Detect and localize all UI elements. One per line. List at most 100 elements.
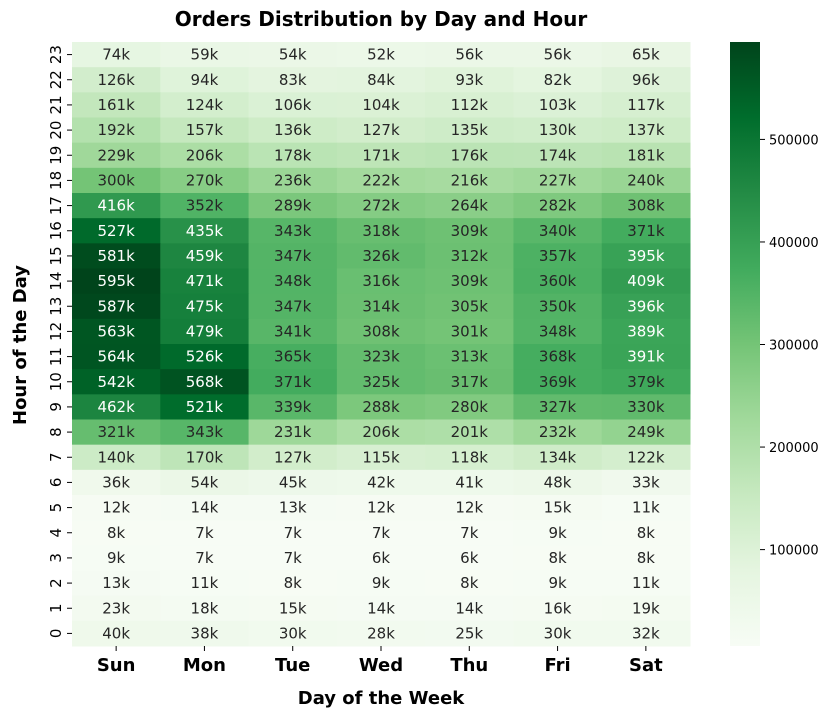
cell-value-label: 170k — [186, 448, 224, 466]
cell-value-label: 222k — [362, 171, 400, 189]
cell-value-label: 321k — [97, 423, 135, 441]
cell-value-label: 347k — [274, 247, 312, 265]
cell-value-label: 118k — [451, 448, 489, 466]
heatmap-cell — [513, 67, 603, 93]
cell-value-label: 115k — [362, 448, 400, 466]
cell-value-label: 9k — [548, 574, 567, 592]
heatmap-cell — [248, 595, 338, 622]
cell-value-label: 178k — [274, 146, 312, 164]
cell-value-label: 301k — [451, 322, 489, 340]
cell-value-label: 325k — [362, 373, 400, 391]
heatmap-cell — [160, 595, 250, 622]
heatmap-cell — [425, 193, 514, 219]
heatmap-cell — [425, 243, 514, 269]
heatmap-cell — [160, 243, 250, 269]
cell-value-label: 6k — [372, 549, 391, 567]
heatmap-cell — [513, 344, 603, 370]
heatmap-cell — [601, 193, 691, 219]
cell-value-label: 314k — [362, 297, 400, 315]
cell-value-label: 174k — [539, 146, 577, 164]
cell-value-label: 8k — [107, 524, 126, 542]
cell-value-label: 216k — [451, 171, 489, 189]
cell-value-label: 7k — [284, 524, 303, 542]
heatmap-cell — [160, 469, 250, 496]
heatmap-cell — [72, 92, 161, 118]
y-tick-label: 23 — [47, 45, 65, 64]
heatmap-cell — [601, 495, 691, 521]
heatmap-cell — [425, 42, 514, 68]
cell-value-label: 341k — [274, 322, 312, 340]
cell-value-label: 14k — [367, 599, 395, 617]
cell-value-label: 526k — [186, 348, 224, 366]
heatmap-cell — [601, 293, 691, 320]
cell-value-label: 25k — [455, 624, 483, 642]
heatmap-cell — [248, 193, 338, 219]
cell-value-label: 137k — [627, 121, 665, 139]
cell-value-label: 13k — [279, 499, 307, 517]
cell-value-label: 240k — [627, 171, 665, 189]
cell-value-label: 350k — [539, 297, 577, 315]
cell-value-label: 391k — [627, 348, 665, 366]
heatmap-cell — [336, 293, 426, 320]
y-tick-label: 20 — [47, 121, 65, 140]
heatmap-cell — [601, 318, 691, 345]
cell-value-label: 396k — [627, 297, 665, 315]
heatmap-cell — [72, 67, 161, 93]
cell-value-label: 127k — [362, 121, 400, 139]
heatmap-cell — [336, 193, 426, 219]
heatmap-cell — [336, 545, 426, 571]
heatmap-cell — [601, 469, 691, 496]
x-tick-label: Tue — [275, 655, 310, 676]
cell-value-label: 171k — [362, 146, 400, 164]
cell-value-label: 368k — [539, 348, 577, 366]
heatmap-cell — [160, 42, 250, 68]
cell-value-label: 28k — [367, 624, 395, 642]
heatmap-cell — [160, 92, 250, 118]
cell-value-label: 106k — [274, 96, 312, 114]
cell-value-label: 313k — [451, 348, 489, 366]
heatmap-cell — [336, 42, 426, 68]
cell-value-label: 409k — [627, 272, 665, 290]
colorbar-tick-label: 500000 — [769, 133, 819, 148]
heatmap-cell — [248, 117, 338, 144]
heatmap-cell — [72, 570, 161, 597]
cell-value-label: 300k — [97, 171, 135, 189]
heatmap-cell — [72, 469, 161, 496]
heatmap-cell — [425, 369, 514, 395]
cell-value-label: 23k — [102, 599, 130, 617]
heatmap-cell — [513, 318, 603, 345]
cell-value-label: 16k — [544, 599, 572, 617]
heatmap-cell — [248, 520, 338, 546]
heatmap-cell — [513, 243, 603, 269]
x-axis-ticks: Sun Mon Tue Wed Thu Fri Sat — [97, 646, 663, 676]
cell-value-label: 462k — [97, 398, 135, 416]
cell-value-label: 11k — [191, 574, 219, 592]
cell-value-label: 56k — [455, 46, 483, 64]
x-tick-label: Sun — [97, 655, 136, 676]
heatmap-cell — [336, 318, 426, 345]
cell-value-label: 542k — [97, 373, 135, 391]
heatmap-cell — [72, 620, 161, 647]
y-tick-label: 4 — [47, 528, 65, 538]
heatmap-cell — [336, 344, 426, 370]
heatmap-cell — [601, 344, 691, 370]
heatmap-cell — [160, 318, 250, 345]
heatmap-cell — [336, 268, 426, 295]
cell-value-label: 316k — [362, 272, 400, 290]
heatmap-cell — [601, 595, 691, 622]
cell-value-label: 471k — [186, 272, 224, 290]
cell-value-label: 135k — [451, 121, 489, 139]
cell-value-label: 8k — [548, 549, 567, 567]
heatmap-cell — [513, 167, 603, 194]
heatmap-cell — [72, 520, 161, 546]
heatmap-cell — [248, 218, 338, 244]
cell-value-label: 563k — [97, 322, 135, 340]
heatmap-cell — [513, 268, 603, 295]
heatmap-cell — [160, 394, 250, 420]
cell-value-label: 389k — [627, 322, 665, 340]
heatmap-cell — [160, 344, 250, 370]
cell-value-label: 317k — [451, 373, 489, 391]
heatmap-cell — [248, 444, 338, 471]
heatmap-cell — [601, 419, 691, 446]
